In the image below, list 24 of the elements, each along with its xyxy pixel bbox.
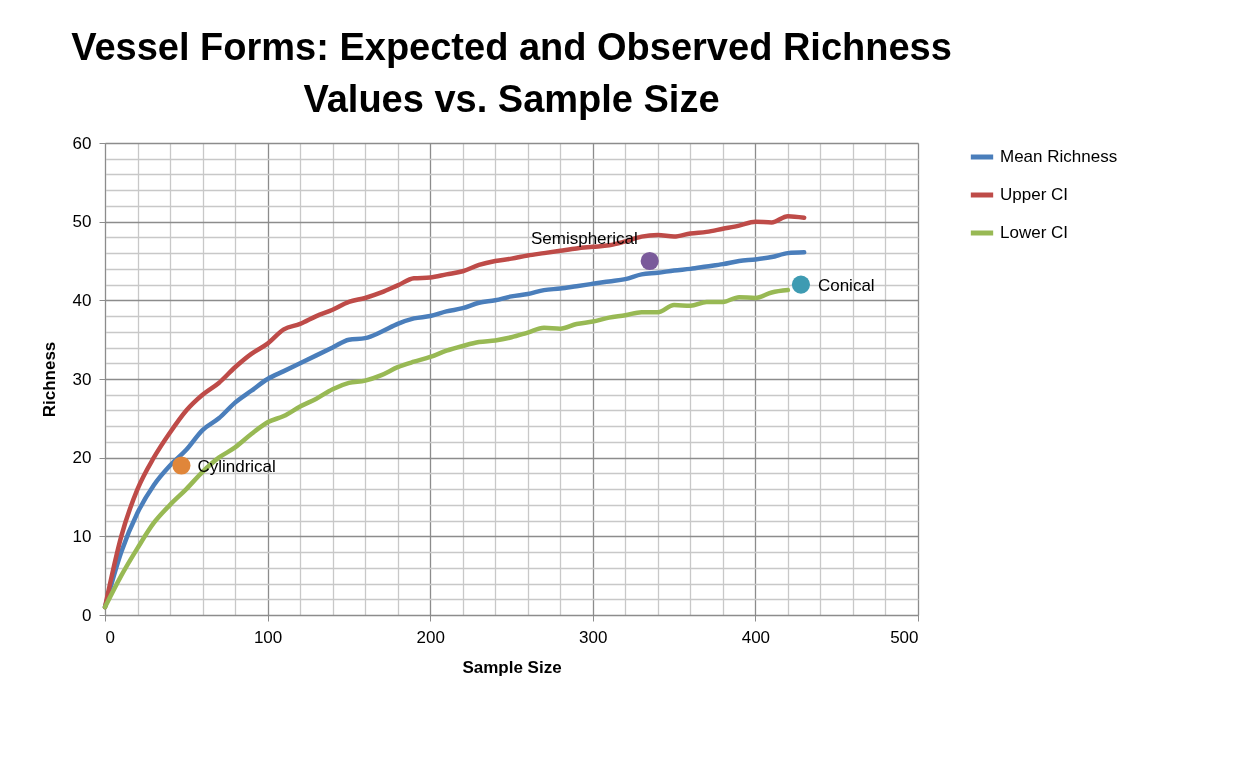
x-axis-title: Sample Size (462, 657, 562, 677)
y-tick-label: 40 (72, 290, 92, 310)
y-tick-label: 60 (72, 133, 92, 153)
x-tick-label: 400 (741, 627, 771, 647)
x-tick-label: 200 (416, 627, 445, 647)
y-tick-label: 20 (72, 448, 92, 468)
series-label: Conical (817, 275, 875, 295)
y-tick-label: 10 (72, 526, 92, 546)
point (640, 251, 659, 271)
point (172, 456, 191, 475)
x-tick-label: 300 (579, 627, 608, 647)
x-tick-label: 500 (890, 627, 919, 647)
chart-title: Vessel Forms: Expected and Observed Richness Values vs. Sample Size (71, 26, 952, 120)
y-tick-label: 0 (82, 605, 92, 625)
legend-label: Mean Richness (1000, 147, 1118, 166)
x-tick-label: 100 (253, 627, 283, 647)
series-label: Semispherical (530, 229, 638, 248)
point (791, 275, 811, 294)
x-tick-label: 0 (105, 627, 115, 647)
y-tick-label: 30 (72, 369, 92, 389)
legend-label: Lower CI (1000, 223, 1069, 242)
y-axis-title: Richness (39, 341, 59, 418)
legend-label: Upper CI (1000, 185, 1069, 204)
y-tick-label: 50 (72, 212, 92, 232)
